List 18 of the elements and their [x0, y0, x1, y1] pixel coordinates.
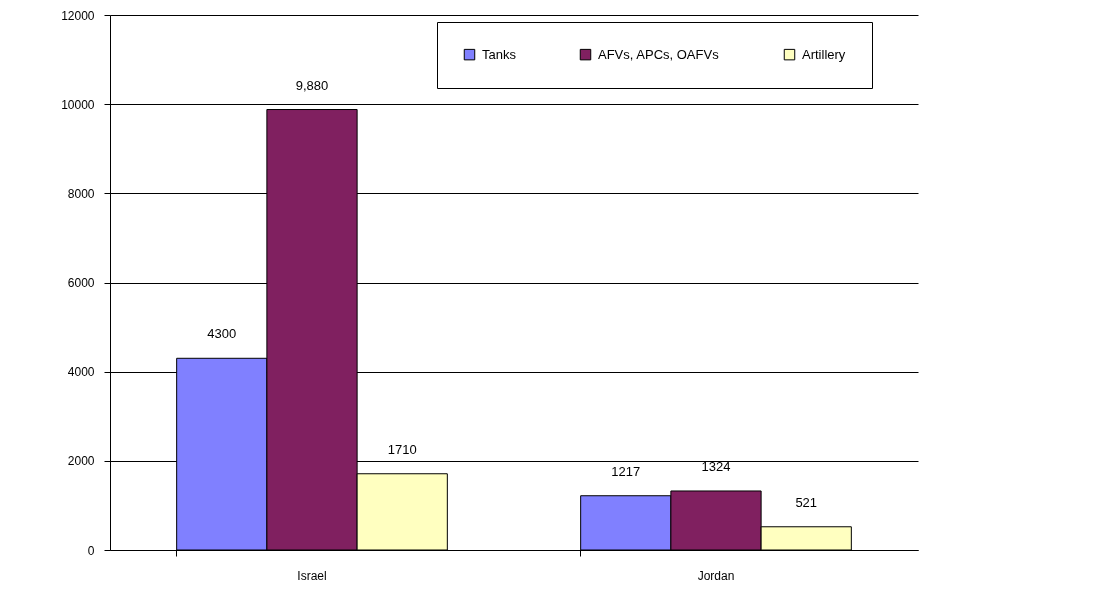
y-tick-label: 8000 — [67, 186, 95, 201]
x-tick-label: Israel — [297, 568, 327, 583]
legend-label: Artillery — [802, 46, 846, 62]
legend-label: Tanks — [482, 46, 517, 62]
y-tick-label: 10000 — [61, 97, 95, 112]
y-tick-label: 6000 — [67, 276, 95, 290]
x-tick-label: Jordan — [697, 568, 735, 583]
data-label: 521 — [795, 494, 818, 510]
y-tick-label: 0 — [87, 543, 95, 558]
data-label: 1217 — [611, 463, 641, 479]
data-label: 1710 — [387, 441, 417, 457]
legend-label: AFVs, APCs, OAFVs — [598, 46, 720, 62]
y-tick-label: 4000 — [67, 365, 95, 380]
data-label: 4300 — [207, 326, 237, 342]
y-tick-label: 2000 — [67, 454, 95, 469]
y-tick-label: 12000 — [61, 8, 95, 23]
data-label: 1324 — [701, 458, 731, 474]
data-label: 9,880 — [295, 77, 329, 93]
